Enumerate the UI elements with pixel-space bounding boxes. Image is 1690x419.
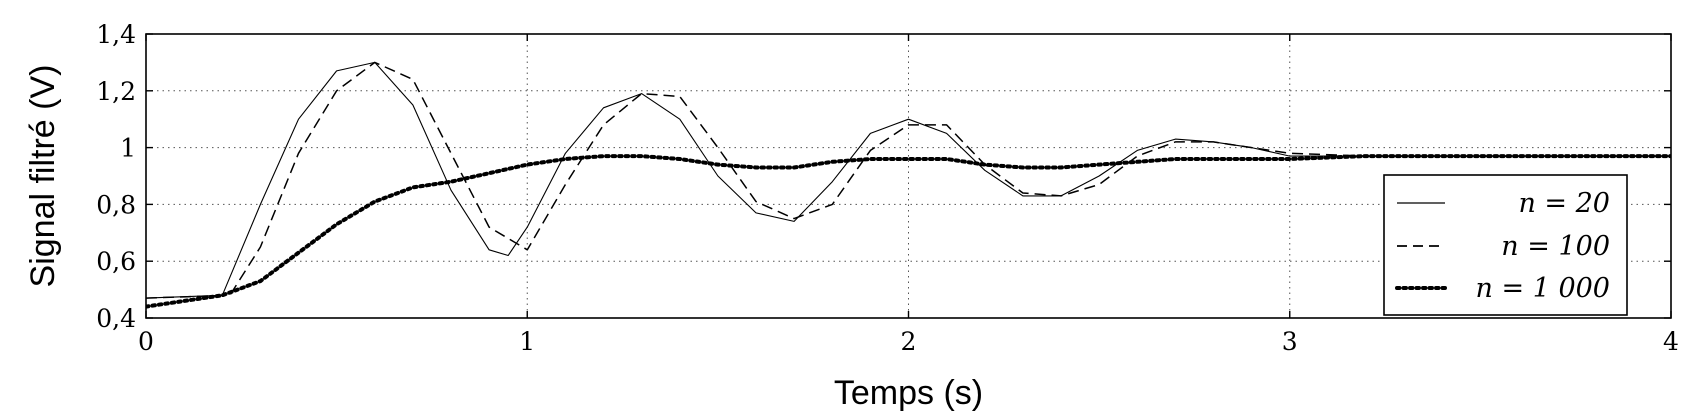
series-layer: [146, 61, 1671, 309]
y-tick-label: 0,6: [96, 247, 136, 276]
series-line-n1000: [146, 154, 1671, 309]
legend-label-n100: n = 100: [1501, 231, 1610, 262]
legend-box: [1383, 174, 1628, 316]
x-tick-label: 2: [901, 327, 917, 356]
y-axis-label: Signal filtré (V): [24, 65, 62, 288]
y-tick-label: 1,2: [96, 77, 136, 106]
axes: 0 1 2 3 4 0,4 0,6 0,8 1 1,2 1,4: [96, 20, 1679, 356]
legend-label-n1000: n = 1 000: [1476, 273, 1610, 304]
x-tick-label: 4: [1663, 327, 1679, 356]
y-tick-label: 1: [120, 134, 136, 163]
series-line-n20: [146, 61, 1671, 299]
x-tick-label: 1: [519, 327, 535, 356]
legend: n = 20 n = 100 n = 1 000: [1383, 174, 1628, 316]
x-axis-label: Temps (s): [834, 374, 983, 412]
series-line-n100: [146, 61, 1671, 299]
x-tick-label: 3: [1282, 327, 1298, 356]
y-tick-label: 1,4: [96, 20, 136, 49]
y-tick-label: 0,4: [96, 304, 136, 333]
x-tick-label: 0: [138, 327, 154, 356]
legend-label-n20: n = 20: [1518, 188, 1610, 219]
y-tick-label: 0,8: [96, 190, 136, 219]
